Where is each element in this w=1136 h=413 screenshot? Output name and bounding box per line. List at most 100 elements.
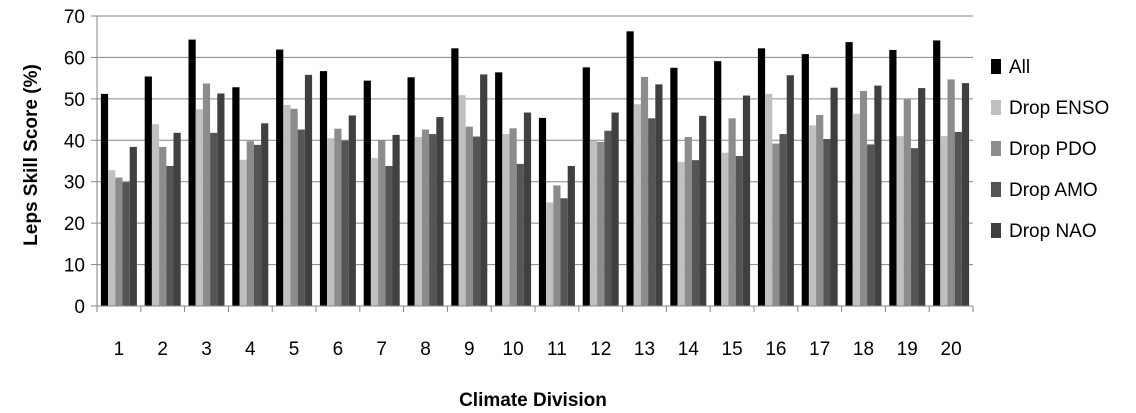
bar [582, 67, 590, 306]
bar [597, 141, 605, 306]
bar [246, 141, 254, 306]
bar [808, 125, 817, 306]
bar [721, 152, 729, 306]
bar [940, 136, 948, 306]
x-tick-label: 16 [765, 339, 786, 360]
x-tick-label: 8 [420, 339, 431, 360]
bar [845, 42, 853, 306]
legend-label: Drop AMO [1009, 180, 1098, 201]
bar [546, 202, 554, 306]
bar [414, 136, 422, 306]
x-tick-label: 18 [853, 339, 874, 360]
bar [677, 161, 685, 306]
bar [640, 76, 649, 307]
bar [823, 139, 831, 306]
bar [115, 177, 123, 306]
bar [451, 48, 459, 307]
x-tick-label: 3 [201, 339, 212, 360]
x-tick-label: 12 [590, 339, 611, 360]
bar [816, 115, 824, 306]
bar [253, 144, 262, 306]
x-tick-label: 9 [464, 339, 475, 360]
bar [232, 87, 240, 306]
bar [465, 126, 473, 306]
bar [304, 74, 313, 306]
bar [611, 112, 619, 307]
x-tick-label: 19 [897, 339, 918, 360]
bar [166, 165, 174, 306]
legend-swatch [991, 141, 1001, 156]
bar [108, 170, 116, 306]
bar [859, 90, 868, 306]
bar [159, 146, 167, 306]
x-tick-label: 15 [722, 339, 743, 360]
bar [334, 128, 342, 306]
bar [691, 160, 700, 306]
bar [903, 99, 911, 307]
legend-swatch [991, 223, 1001, 238]
bar [699, 115, 707, 306]
bar [122, 182, 130, 306]
bar [429, 134, 437, 306]
axes [91, 15, 974, 312]
bar [210, 132, 218, 306]
bar [188, 39, 196, 306]
y-tick-label: 10 [64, 256, 85, 277]
x-tick-label: 20 [941, 339, 962, 360]
bar [918, 88, 926, 306]
legend: All Drop ENSO Drop PDO Drop AMO Drop NAO [991, 57, 1109, 242]
legend-swatch [991, 59, 1001, 74]
y-tick-label: 0 [74, 297, 85, 318]
legend-label: Drop ENSO [1009, 98, 1109, 119]
bar [742, 95, 751, 307]
bar [151, 124, 160, 306]
y-tick-label: 20 [64, 214, 85, 235]
x-tick-label: 1 [114, 339, 125, 360]
x-tick-label: 6 [333, 339, 344, 360]
bar [728, 118, 736, 306]
bar [283, 105, 291, 306]
bar [100, 93, 109, 306]
bar [217, 93, 225, 306]
y-tick-label: 60 [64, 48, 85, 69]
bar [933, 40, 941, 306]
bar [129, 146, 137, 306]
bar [670, 67, 678, 307]
bar [173, 132, 181, 306]
bar [830, 87, 838, 307]
bar [954, 132, 962, 306]
x-axis-title: Climate Division [459, 390, 607, 411]
bar [385, 165, 393, 306]
bar [648, 118, 656, 306]
bar [472, 136, 481, 306]
bars [100, 31, 970, 307]
bar [604, 130, 612, 306]
bar [327, 138, 335, 306]
bar [202, 83, 211, 307]
legend-label: Drop PDO [1009, 139, 1097, 160]
bar [779, 134, 787, 306]
bar [370, 158, 379, 306]
bar [852, 113, 860, 307]
bar [947, 79, 955, 306]
bar [297, 129, 305, 306]
bar [261, 123, 269, 306]
bar [502, 134, 510, 306]
y-tick-label: 40 [64, 131, 85, 152]
y-tick-label: 50 [64, 90, 85, 111]
bar [589, 140, 598, 306]
x-tick-label: 5 [289, 339, 300, 360]
y-axis-title: Leps Skill Score (%) [21, 64, 42, 246]
bar [735, 156, 743, 306]
y-tick-label: 30 [64, 173, 85, 194]
legend-swatch [991, 182, 1001, 197]
bar [509, 128, 517, 306]
bar [341, 140, 349, 306]
bar [319, 71, 328, 306]
bar [144, 76, 152, 306]
bar [276, 49, 284, 307]
bar [772, 143, 780, 306]
bar [378, 140, 386, 306]
bar [458, 95, 466, 306]
bar [538, 117, 547, 307]
